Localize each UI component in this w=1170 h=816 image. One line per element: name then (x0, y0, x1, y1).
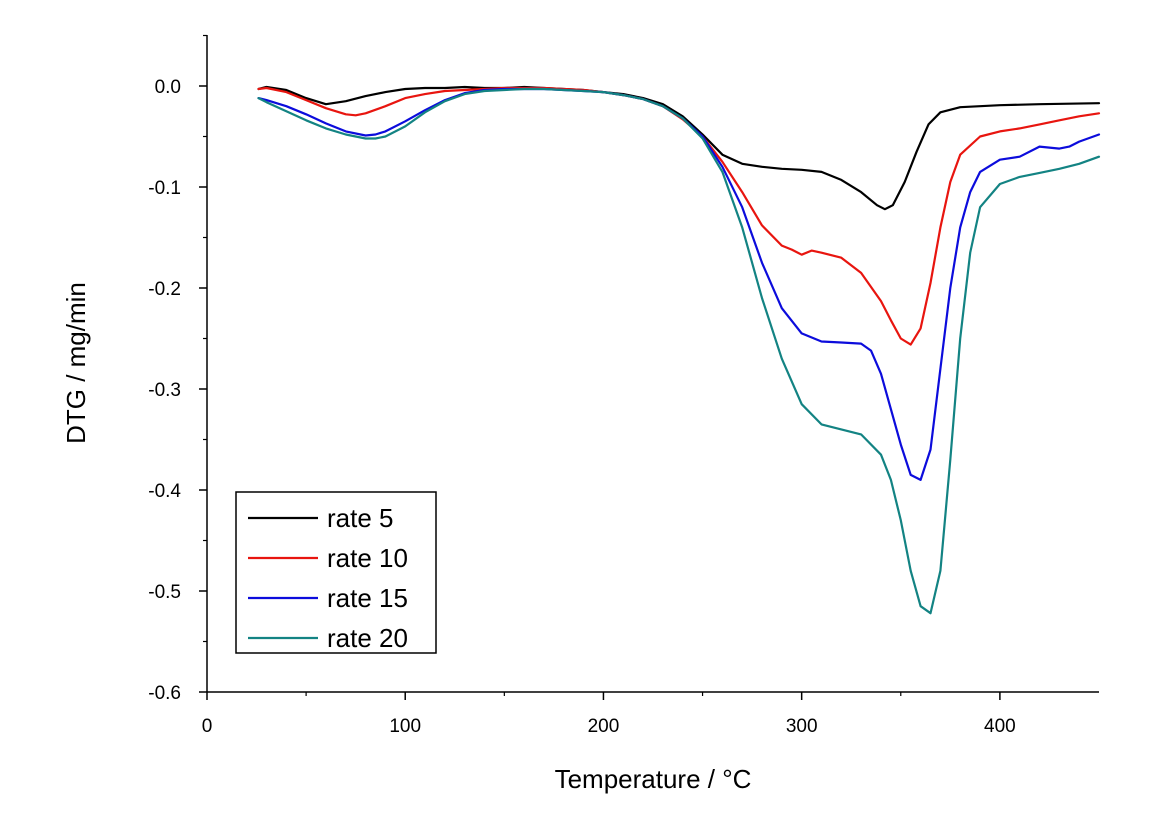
series-line-rate-20 (257, 87, 1101, 615)
series-line-rate-15 (257, 87, 1101, 481)
y-tick-label: -0.3 (148, 380, 181, 401)
y-tick-label: -0.6 (148, 683, 181, 704)
legend-items: rate 5 rate 10 rate 15 rate 20 (248, 503, 408, 653)
legend-label: rate 10 (327, 543, 408, 573)
y-tick-label: -0.4 (148, 481, 181, 502)
y-axis-title: DTG / mg/min (61, 282, 91, 444)
x-axis-title: Temperature / °C (555, 764, 752, 794)
x-tick-label: 400 (984, 716, 1016, 737)
x-tick-label: 100 (389, 716, 421, 737)
axes-layer (206, 35, 1099, 693)
legend-label: rate 5 (327, 503, 394, 533)
legend-label: rate 15 (327, 583, 408, 613)
x-tick-label: 200 (588, 716, 620, 737)
x-tick-label: 300 (786, 716, 818, 737)
ticks-layer: 0 100 200 300 400 0.0 -0.1 -0.2 -0.3 -0.4 -0.5 -0.6 (148, 34, 1016, 737)
y-tick-label: -0.2 (148, 279, 181, 300)
x-tick-label: 0 (202, 716, 213, 737)
series-line-rate-5 (257, 85, 1101, 211)
legend-label: rate 20 (327, 623, 408, 653)
legend: rate 5 rate 10 rate 15 rate 20 (235, 491, 437, 654)
series-layer (257, 85, 1101, 615)
y-tick-label: -0.1 (148, 178, 181, 199)
series-line-rate-10 (257, 86, 1101, 346)
y-tick-label: -0.5 (148, 582, 181, 603)
y-tick-label: 0.0 (155, 77, 181, 98)
